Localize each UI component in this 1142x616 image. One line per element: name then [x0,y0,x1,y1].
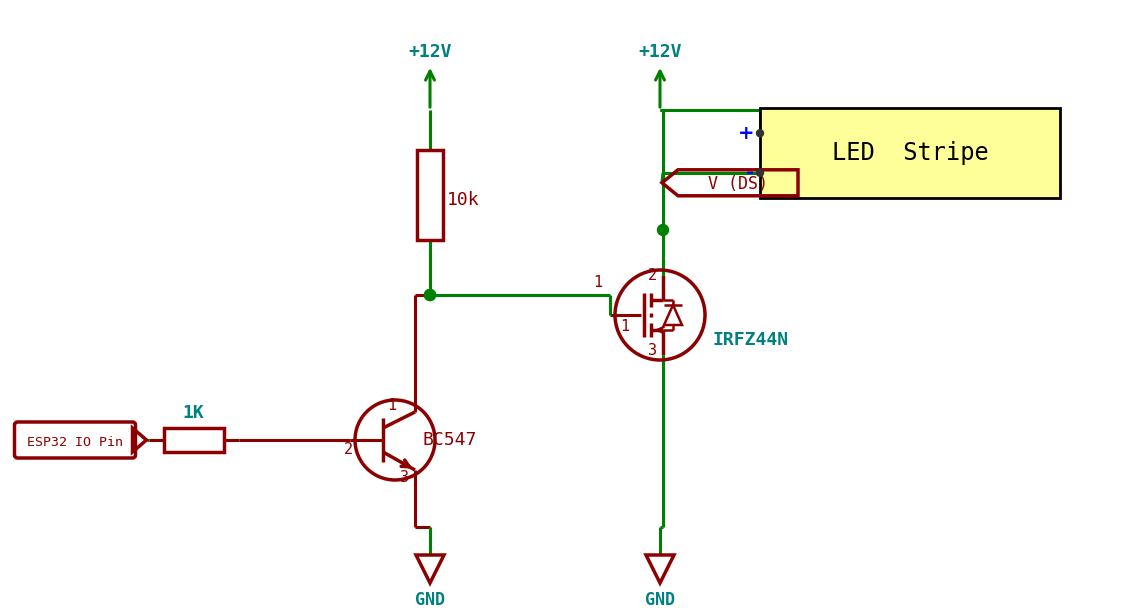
Text: GND: GND [415,591,445,609]
Text: 1: 1 [387,398,396,413]
Circle shape [425,290,435,301]
Text: 1K: 1K [183,404,204,422]
Text: 1: 1 [620,319,629,334]
Text: 3: 3 [400,470,409,485]
Text: 3: 3 [648,343,657,358]
Circle shape [658,224,668,235]
Text: 2: 2 [344,442,353,457]
Bar [759,108,1060,198]
Circle shape [425,290,435,301]
Text: IRFZ44N: IRFZ44N [713,331,789,349]
Bar [417,150,443,240]
FancyBboxPatch shape [15,422,136,458]
Text: -: - [746,163,754,182]
Text: V (DS): V (DS) [708,175,769,193]
Circle shape [756,169,764,176]
Circle shape [756,130,764,137]
Bar [163,428,224,452]
Text: 10k: 10k [447,191,480,209]
Text: ESP32 IO Pin: ESP32 IO Pin [27,436,123,448]
Text: +12V: +12V [638,43,682,61]
Text: LED  Stripe: LED Stripe [831,141,988,165]
Text: +12V: +12V [408,43,452,61]
Text: GND: GND [645,591,675,609]
Text: 1: 1 [593,275,602,290]
Text: BC547: BC547 [423,431,477,449]
Text: +: + [738,124,754,143]
Text: 2: 2 [648,268,657,283]
